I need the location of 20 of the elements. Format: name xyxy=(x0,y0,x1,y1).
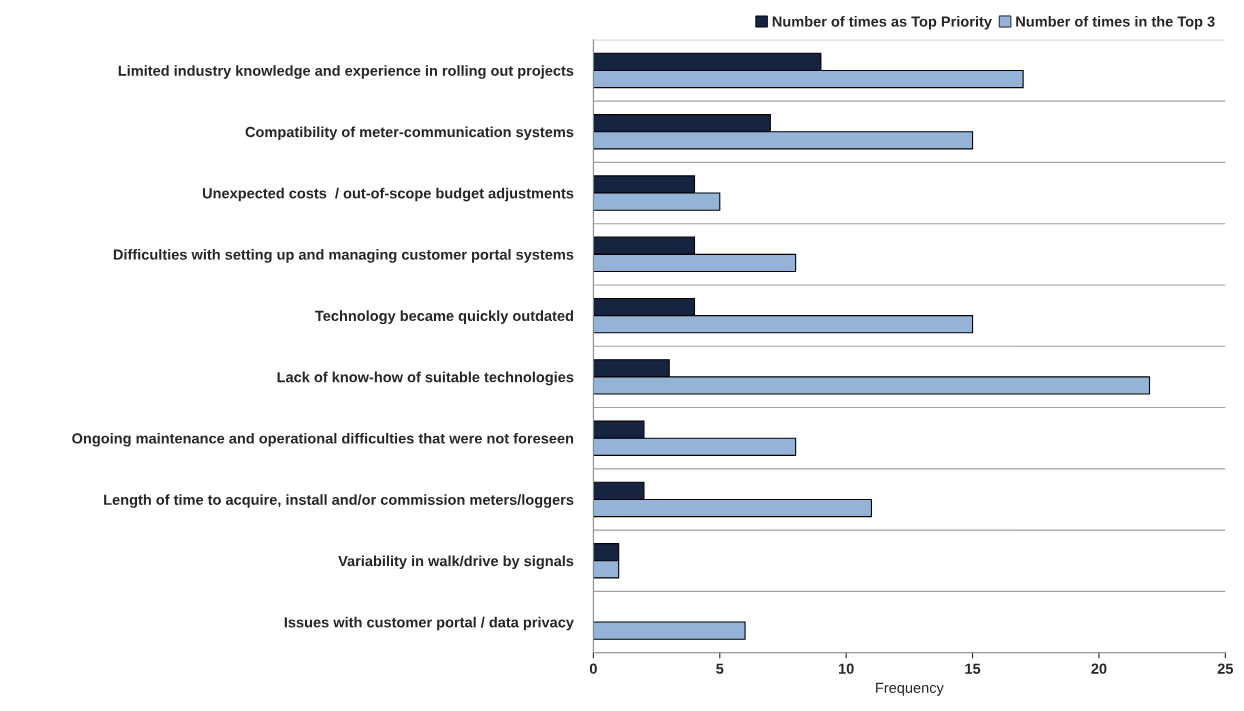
bar xyxy=(593,621,746,640)
y-tick-label: Variability in walk/drive by signals xyxy=(338,555,574,570)
x-tick-label: 25 xyxy=(1217,663,1234,674)
x-tick-label: 10 xyxy=(838,663,854,674)
y-tick-label: Lack of know-how of suitable technologies xyxy=(277,371,574,386)
y-tick-label: Issues with customer portal / data privacy xyxy=(284,616,574,631)
y-tick-label: Technology became quickly outdated xyxy=(315,310,574,324)
x-tick-label: 20 xyxy=(1091,663,1107,674)
legend-label: Number of times in the Top 3 xyxy=(1016,16,1215,30)
y-tick-label: Ongoing maintenance and operational difficulties that were not foreseen xyxy=(72,432,574,447)
x-tick-label: 5 xyxy=(716,663,724,674)
y-tick-label: Unexpected costs / out-of-scope budget adjustments xyxy=(202,187,574,202)
x-tick-label: 15 xyxy=(965,663,981,674)
y-tick-label: Difficulties with setting up and managing customer portal systems xyxy=(113,249,574,263)
x-tick-label: 0 xyxy=(589,663,597,674)
y-tick-label: Length of time to acquire, install and/or commission meters/loggers xyxy=(104,494,574,508)
y-tick-label: Compatibility of meter-communication systems xyxy=(245,126,574,141)
y-tick-label: Limited industry knowledge and experience in rolling out projects xyxy=(118,65,574,79)
legend-label: Number of times as Top Priority xyxy=(772,16,992,30)
x-axis-title: Frequency xyxy=(876,682,944,696)
